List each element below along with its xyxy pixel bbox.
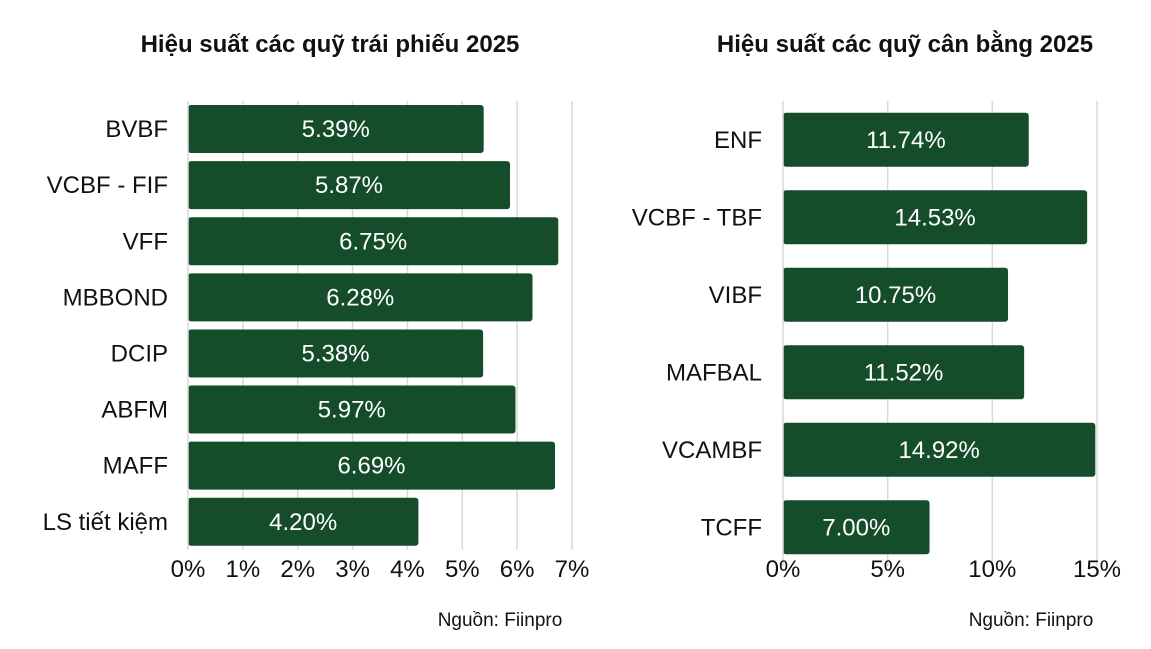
tick-label: 5%	[445, 556, 480, 583]
category-label: ENF	[714, 127, 762, 154]
bar	[188, 385, 516, 434]
bar	[783, 345, 1025, 400]
category-label: TCFF	[701, 514, 762, 541]
value-label: 7.00%	[822, 514, 890, 541]
bar	[188, 329, 484, 378]
bar	[188, 217, 559, 266]
tick-label: 1%	[226, 556, 261, 583]
bar	[188, 105, 484, 154]
tick-label: 3%	[335, 556, 370, 583]
category-label: MAFBAL	[666, 359, 762, 386]
chart-title: Hiệu suất các quỹ trái phiếu 2025	[141, 31, 520, 58]
tick-label: 6%	[500, 556, 535, 583]
bar	[783, 422, 1096, 477]
value-label: 5.97%	[318, 397, 386, 424]
category-label: LS tiết kiệm	[43, 509, 168, 536]
bar	[783, 267, 1009, 322]
bond-funds-chart: Hiệu suất các quỹ trái phiếu 2025 5.39% BV…	[43, 31, 590, 631]
balanced-funds-chart: Hiệu suất các quỹ cân bằng 2025 11.74% ENF…	[632, 30, 1121, 631]
tick-label: 0%	[171, 556, 206, 583]
source-note: Nguồn: Fiinpro	[438, 610, 563, 631]
bar	[783, 112, 1029, 167]
category-label: MAFF	[103, 453, 168, 480]
category-label: VCAMBF	[662, 437, 762, 464]
bar	[188, 273, 533, 322]
bar	[188, 161, 511, 210]
bar	[783, 190, 1088, 245]
category-label: MBBOND	[63, 284, 168, 311]
value-label: 5.39%	[302, 116, 370, 143]
chart-title: Hiệu suất các quỹ cân bằng 2025	[717, 30, 1093, 58]
bar	[188, 497, 419, 546]
value-label: 14.53%	[894, 204, 975, 231]
category-label: VCBF - TBF	[632, 204, 762, 231]
tick-label: 4%	[390, 556, 425, 583]
tick-label: 5%	[870, 556, 905, 583]
value-label: 10.75%	[855, 282, 936, 309]
tick-label: 15%	[1073, 556, 1121, 583]
value-label: 11.74%	[866, 127, 946, 154]
category-label: VFF	[123, 228, 168, 255]
source-note: Nguồn: Fiinpro	[969, 610, 1094, 631]
value-label: 5.38%	[302, 340, 370, 367]
category-label: DCIP	[111, 340, 168, 367]
value-label: 11.52%	[864, 359, 944, 386]
tick-label: 7%	[555, 556, 590, 583]
value-label: 4.20%	[269, 509, 337, 536]
value-label: 6.75%	[339, 228, 407, 255]
category-label: VIBF	[709, 282, 762, 309]
category-label: BVBF	[105, 116, 168, 143]
value-label: 6.69%	[337, 453, 405, 480]
tick-label: 0%	[766, 556, 801, 583]
bar	[783, 500, 930, 555]
bar	[188, 441, 555, 490]
value-label: 14.92%	[898, 437, 979, 464]
category-label: ABFM	[101, 397, 168, 424]
tick-label: 2%	[280, 556, 315, 583]
category-label: VCBF - FIF	[47, 172, 168, 199]
tick-label: 10%	[968, 556, 1016, 583]
value-label: 5.87%	[315, 172, 383, 199]
value-label: 6.28%	[326, 284, 394, 311]
